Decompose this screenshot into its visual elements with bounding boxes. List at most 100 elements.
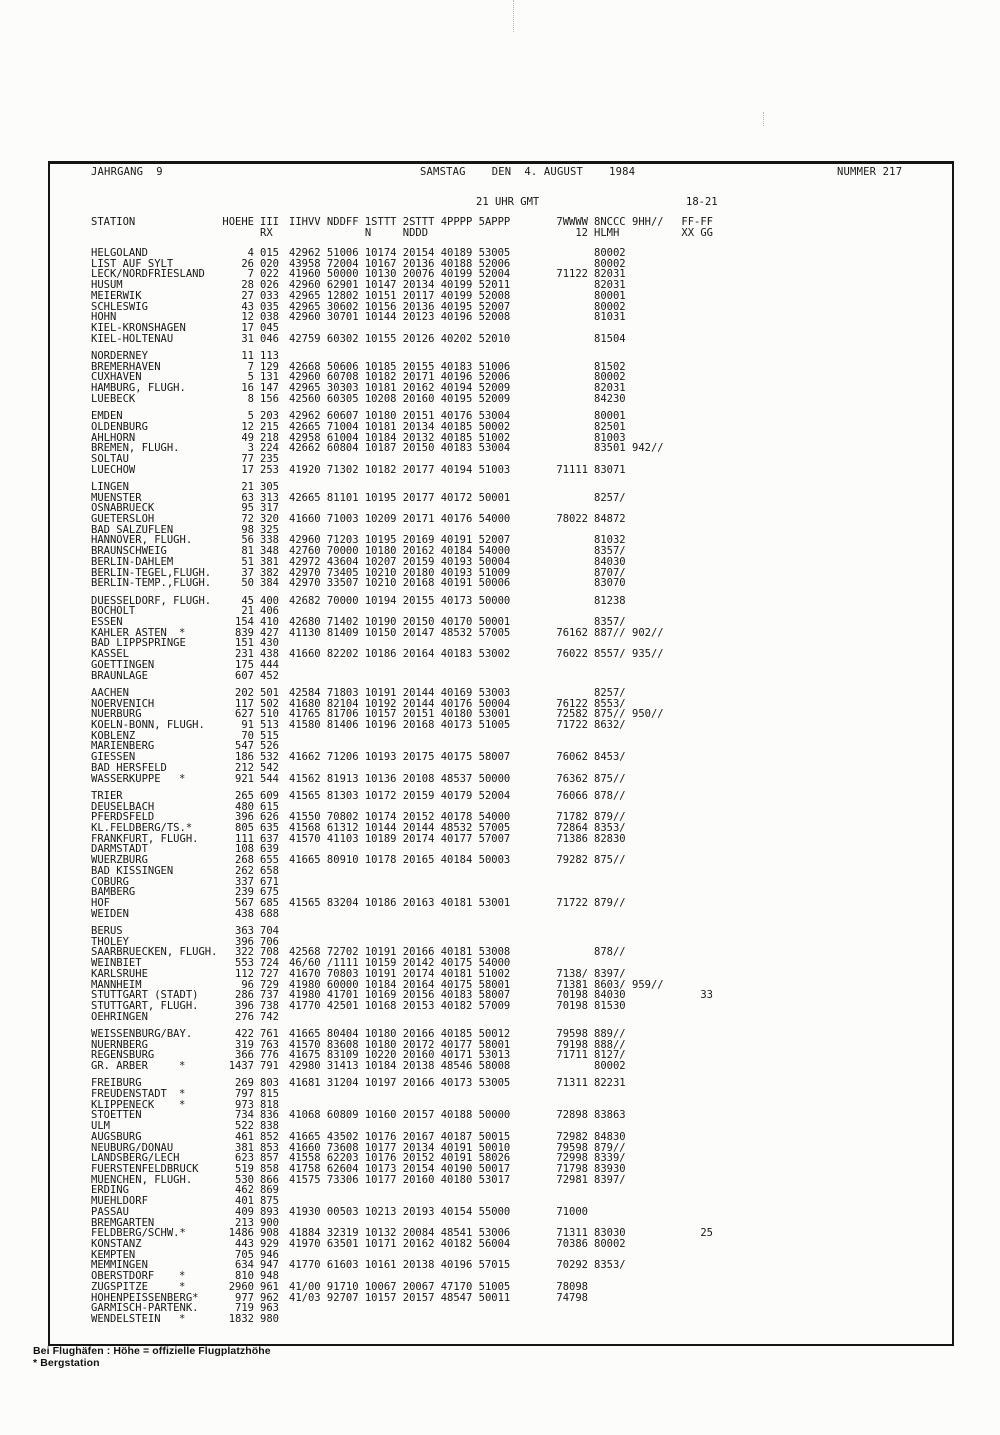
station-name: DUESSELDORF, FLUGH.	[91, 594, 212, 607]
ff-cell	[681, 741, 713, 752]
station-name: KLIPPENECK	[91, 1098, 155, 1111]
station-row: NUERNBERG 319 763 41570 83608 10180 20172 4…	[91, 1038, 713, 1051]
station-name: ERDING	[91, 1184, 129, 1197]
w7-group-cell	[556, 546, 588, 557]
station-id-cell: 348	[260, 545, 279, 558]
w7-group-cell	[556, 1012, 588, 1023]
station-row: LANDSBERG/LECH 623 857 41558 62203 10176 20…	[91, 1153, 713, 1164]
w9-group-cell	[632, 411, 664, 422]
height-cell: 154	[235, 616, 254, 628]
station-name: KIEL-KRONSHAGEN	[91, 322, 186, 335]
synop-groups-cell: 41580 81406 10196 20168 40173 51005	[289, 718, 511, 731]
w9-group-cell	[632, 578, 664, 589]
station-row: ZUGSPITZE * 2960 961 41/00 91710 10067 20067…	[91, 1282, 713, 1293]
station-block: FREIBURG 269 803 41681 31204 10197 20166 40…	[91, 1078, 713, 1325]
station-name: LIST AUF SYLT	[91, 257, 174, 270]
station-name: NORDERNEY	[91, 349, 148, 362]
w9-group-cell	[632, 383, 664, 394]
height-cell: 265	[235, 789, 254, 802]
station-row: WEIDEN 438 688	[91, 908, 713, 920]
station-name-cell: ERDING	[91, 1185, 222, 1196]
w7-group-cell	[556, 557, 588, 568]
station-name-cell: PFERDSFELD	[91, 812, 222, 823]
w8-group-cell: 8397/	[594, 1173, 626, 1186]
station-row: HOF 567 685 41565 83204 10186 20163 40181 5…	[91, 898, 713, 909]
station-row: KARLSRUHE 112 727 41670 70803 10191 20174 4…	[91, 969, 713, 980]
height-cell: 519	[235, 1163, 254, 1175]
station-name: LUEBECK	[91, 392, 136, 405]
w9-group-cell	[632, 302, 664, 313]
w8-group-cell: 888//	[594, 1038, 626, 1051]
station-name-cell: HANNOVER, FLUGH.	[91, 535, 222, 546]
station-name-cell: WUERZBURG	[91, 855, 222, 866]
station-name: HANNOVER, FLUGH.	[91, 534, 193, 547]
synop-groups-cell: 41558 62203 10176 20152 40191 58026	[289, 1152, 511, 1165]
station-name-cell: STUTTGART (STADT)	[91, 990, 222, 1001]
ff-cell	[681, 1282, 713, 1293]
w7-group-cell	[556, 731, 588, 742]
station-name-cell: STOETTEN	[91, 1110, 222, 1121]
station-row: NORDERNEY 11 113	[91, 351, 713, 362]
station-row: GIESSEN 186 532 41662 71206 10193 20175 401…	[91, 752, 713, 763]
w8-group-cell	[594, 1282, 626, 1293]
w8-group-cell: 82501	[594, 420, 626, 433]
station-name: SOLTAU	[91, 452, 129, 465]
ff-cell	[681, 855, 713, 866]
w7-group-cell	[556, 937, 588, 948]
w8-group-cell: 82031	[594, 268, 626, 281]
height-cell: 12	[241, 311, 254, 324]
station-id-cell: 129	[260, 360, 279, 373]
w9-group-cell	[632, 1196, 664, 1207]
w8-group-cell: 8357/	[594, 545, 626, 558]
w9-group-cell	[632, 1100, 664, 1111]
height-cell: 3	[247, 442, 254, 455]
station-name: BAD SALZUFLEN	[91, 523, 174, 536]
station-name: NUERNBERG	[91, 1038, 148, 1051]
station-name-cell: KIEL-KRONSHAGEN	[91, 323, 222, 334]
w7-group-cell	[556, 248, 588, 259]
w7-group-cell	[556, 302, 588, 313]
synop-groups-cell: 41568 61312 10144 20144 48532 57005	[289, 821, 511, 834]
station-name-cell: LUEBECK	[91, 394, 222, 405]
station-name: LINGEN	[91, 480, 129, 493]
w9-group-cell	[632, 834, 664, 845]
station-name-cell: OEHRINGEN	[91, 1011, 222, 1023]
w7-group-cell: 76066	[556, 789, 588, 802]
w9-group-cell	[632, 752, 664, 763]
station-block: HELGOLAND 4 015 42962 51006 10174 20154 401…	[91, 248, 713, 344]
w7-group-cell	[556, 525, 588, 536]
station-row: CUXHAVEN 5 131 42960 60708 10182 20171 4019…	[91, 372, 713, 383]
w7-group-cell: 72982	[556, 1130, 588, 1143]
w9-group-cell	[632, 1061, 664, 1072]
station-id-cell: 532	[260, 751, 279, 764]
w9-group-cell	[632, 1078, 664, 1089]
w7-group-cell	[556, 596, 588, 607]
w8-group-cell: 84830	[594, 1130, 626, 1143]
synop-groups-cell: 41680 82104 10192 20144 40176 50004	[289, 697, 511, 710]
station-name: BOCHOLT	[91, 605, 136, 618]
w7-group-cell: 71711	[556, 1049, 588, 1062]
station-name: BERLIN-DAHLEM	[91, 555, 174, 568]
w7-group-cell	[556, 1061, 588, 1072]
w8-column-header: 8NCCC	[594, 216, 626, 228]
w9-group-cell	[632, 947, 664, 958]
station-row: MARIENBERG 547 526	[91, 741, 713, 752]
w8-group-cell	[594, 909, 626, 920]
w8-group-cell: 875//	[594, 854, 626, 867]
w7-group-cell	[556, 1303, 588, 1314]
station-name-cell: COBURG	[91, 876, 222, 888]
w9-group-cell	[632, 1001, 664, 1012]
station-row: BAMBERG 239 675	[91, 887, 713, 898]
station-row: LUECHOW 17 253 41920 71302 10182 20177 4019…	[91, 464, 713, 476]
w8-group-cell	[594, 1271, 626, 1282]
height-cell: 422	[235, 1027, 254, 1040]
station-id-cell: 033	[260, 289, 279, 302]
station-name-cell: KOELN-BONN, FLUGH.	[91, 720, 222, 731]
w9-group-cell	[632, 334, 664, 345]
station-id-cell: 803	[260, 1077, 279, 1090]
w7-group-cell: 70292	[556, 1259, 588, 1272]
w8-group-cell: 878//	[594, 946, 626, 959]
height-cell: 1486	[228, 1227, 254, 1240]
w9-group-cell	[632, 1175, 664, 1186]
w9-group-cell	[632, 802, 664, 813]
